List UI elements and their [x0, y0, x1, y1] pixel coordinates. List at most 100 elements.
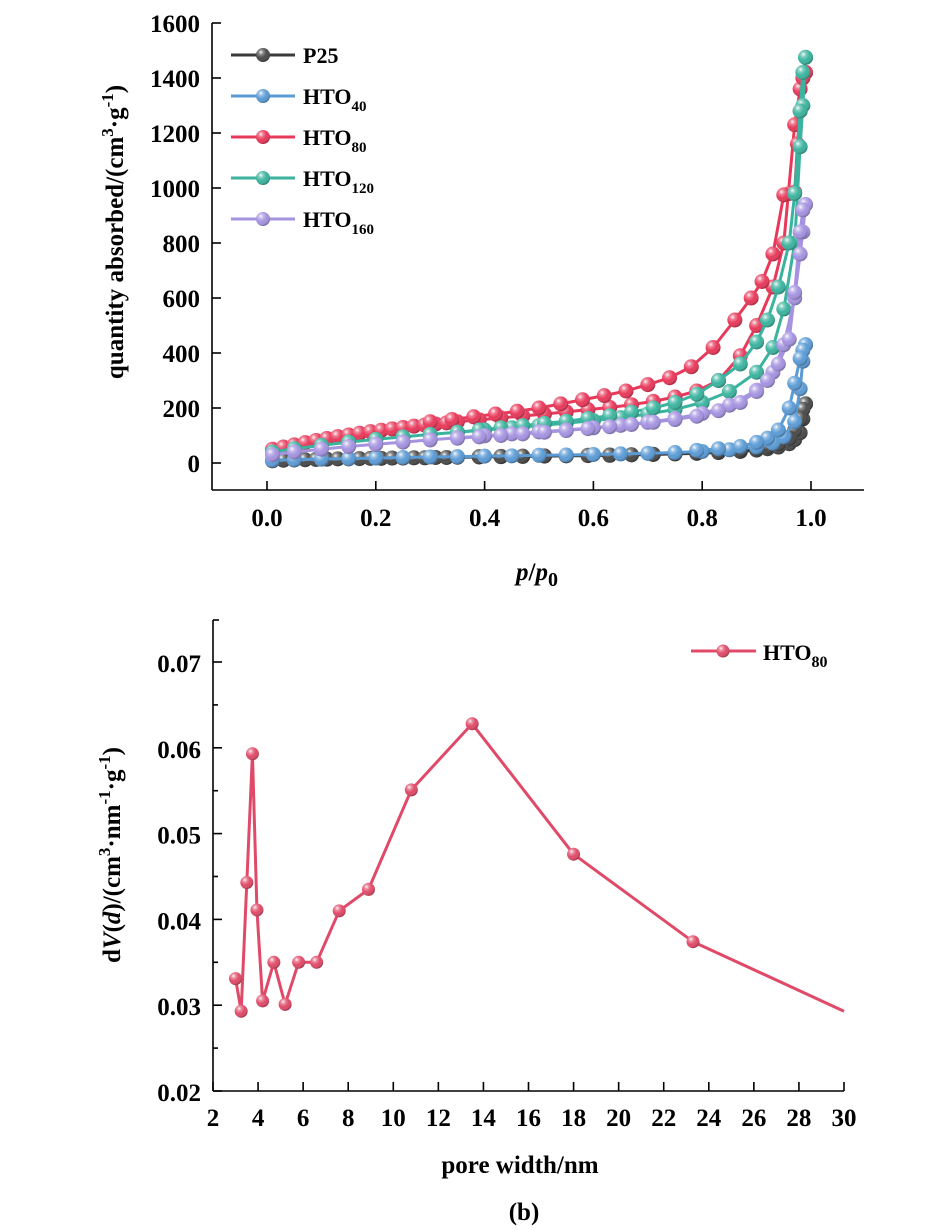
data-point: [618, 383, 634, 399]
isotherm-x-axis-title: p/p0: [514, 559, 558, 591]
isotherm-legend: P25 HTO40 HTO80 HTO120 HTO160: [231, 43, 374, 238]
x-tick-label: 6: [297, 1105, 310, 1132]
isotherm-series-group: [264, 49, 814, 469]
y-tick-label: 1400: [150, 66, 200, 93]
data-point: [732, 356, 748, 372]
x-tick-label: 28: [786, 1105, 811, 1132]
data-point: [781, 331, 797, 347]
data-point: [406, 418, 422, 434]
data-point: [667, 395, 683, 410]
legend-marker: [256, 171, 270, 185]
data-point: [732, 439, 748, 454]
legend-marker: [256, 48, 270, 62]
data-point: [749, 384, 765, 399]
x-tick-label: 18: [561, 1105, 586, 1132]
data-point: [585, 446, 601, 462]
data-point: [368, 450, 384, 466]
data-point: [292, 955, 306, 969]
isotherm-chart: 0 200 400 600 800 1000 1200 1400 1600 0.0 0.2 0.4 0.…: [98, 11, 864, 591]
data-point: [449, 449, 465, 465]
pore-y-axis-title: dV(d)/(cm3·nm-1·g-1): [95, 747, 126, 963]
y-tick-label: 200: [163, 396, 201, 423]
data-point: [721, 384, 737, 399]
data-point: [667, 445, 683, 461]
legend-item: HTO120: [231, 166, 374, 197]
data-point: [759, 373, 775, 388]
legend-item: HTO80: [691, 640, 828, 671]
data-point: [667, 412, 683, 428]
pore-x-axis-title: pore width/nm: [441, 1152, 598, 1179]
data-point: [250, 903, 264, 917]
x-tick-label: 12: [426, 1105, 451, 1132]
y-tick-label: 400: [163, 341, 201, 368]
x-tick-label: 20: [606, 1105, 631, 1132]
data-point: [743, 290, 759, 306]
data-point: [531, 447, 547, 463]
data-point: [509, 403, 525, 419]
y-tick-label: 0.04: [157, 908, 201, 935]
y-tick-label: 0.02: [157, 1080, 201, 1107]
data-point: [602, 419, 618, 435]
data-point: [776, 301, 792, 317]
legend-item: HTO160: [231, 207, 374, 238]
x-tick-label: 1.0: [795, 505, 826, 532]
data-point: [792, 224, 808, 240]
pore-axes: 0.020.030.040.050.060.072 4 6 8 10 12 14 16 18 20…: [157, 619, 857, 1132]
data-point: [341, 439, 357, 454]
x-tick-label: 24: [696, 1105, 722, 1132]
data-point: [234, 1004, 248, 1018]
data-point: [792, 139, 808, 155]
data-point: [781, 235, 797, 251]
data-point: [580, 421, 596, 437]
data-point: [602, 408, 618, 424]
data-point: [267, 955, 281, 969]
data-point: [256, 994, 270, 1008]
y-tick-label: 1200: [150, 121, 200, 148]
data-point: [310, 955, 324, 969]
data-point: [553, 396, 569, 412]
data-point: [558, 423, 574, 439]
data-point: [504, 448, 520, 464]
data-point: [613, 417, 629, 433]
data-point: [384, 421, 400, 437]
x-tick-label: 8: [342, 1105, 355, 1132]
legend-label: HTO160: [303, 207, 374, 238]
legend-item: HTO40: [231, 84, 367, 115]
data-point: [705, 340, 721, 355]
data-point: [749, 334, 765, 350]
data-point: [749, 434, 765, 450]
data-point: [792, 246, 808, 262]
data-point: [449, 430, 465, 446]
data-point: [645, 400, 661, 416]
data-point: [332, 904, 346, 918]
data-point: [422, 432, 438, 448]
data-point: [749, 364, 765, 380]
data-point: [787, 186, 803, 201]
data-point: [776, 187, 792, 203]
x-tick-label: 22: [651, 1105, 676, 1132]
data-point: [240, 876, 254, 890]
data-point: [368, 436, 384, 452]
data-point: [689, 442, 705, 458]
x-tick-label: 0.0: [251, 505, 282, 532]
legend-label: HTO40: [303, 84, 367, 115]
data-point: [444, 412, 460, 428]
x-tick-label: 0.2: [360, 505, 391, 532]
data-point: [662, 370, 678, 386]
pore-series-group: [229, 717, 845, 1018]
data-point: [395, 450, 411, 465]
legend-label: HTO80: [303, 125, 367, 156]
data-point: [536, 424, 552, 440]
data-point: [613, 446, 629, 462]
data-point: [575, 392, 591, 408]
y-tick-label: 0.07: [157, 651, 201, 678]
data-point: [689, 386, 705, 402]
data-point: [795, 202, 811, 218]
series-hto80: [229, 717, 845, 1018]
data-point: [361, 882, 375, 896]
data-point: [770, 279, 786, 295]
x-tick-label: 14: [471, 1105, 497, 1132]
data-point: [341, 451, 357, 467]
data-point: [422, 414, 438, 430]
data-point: [515, 426, 531, 442]
